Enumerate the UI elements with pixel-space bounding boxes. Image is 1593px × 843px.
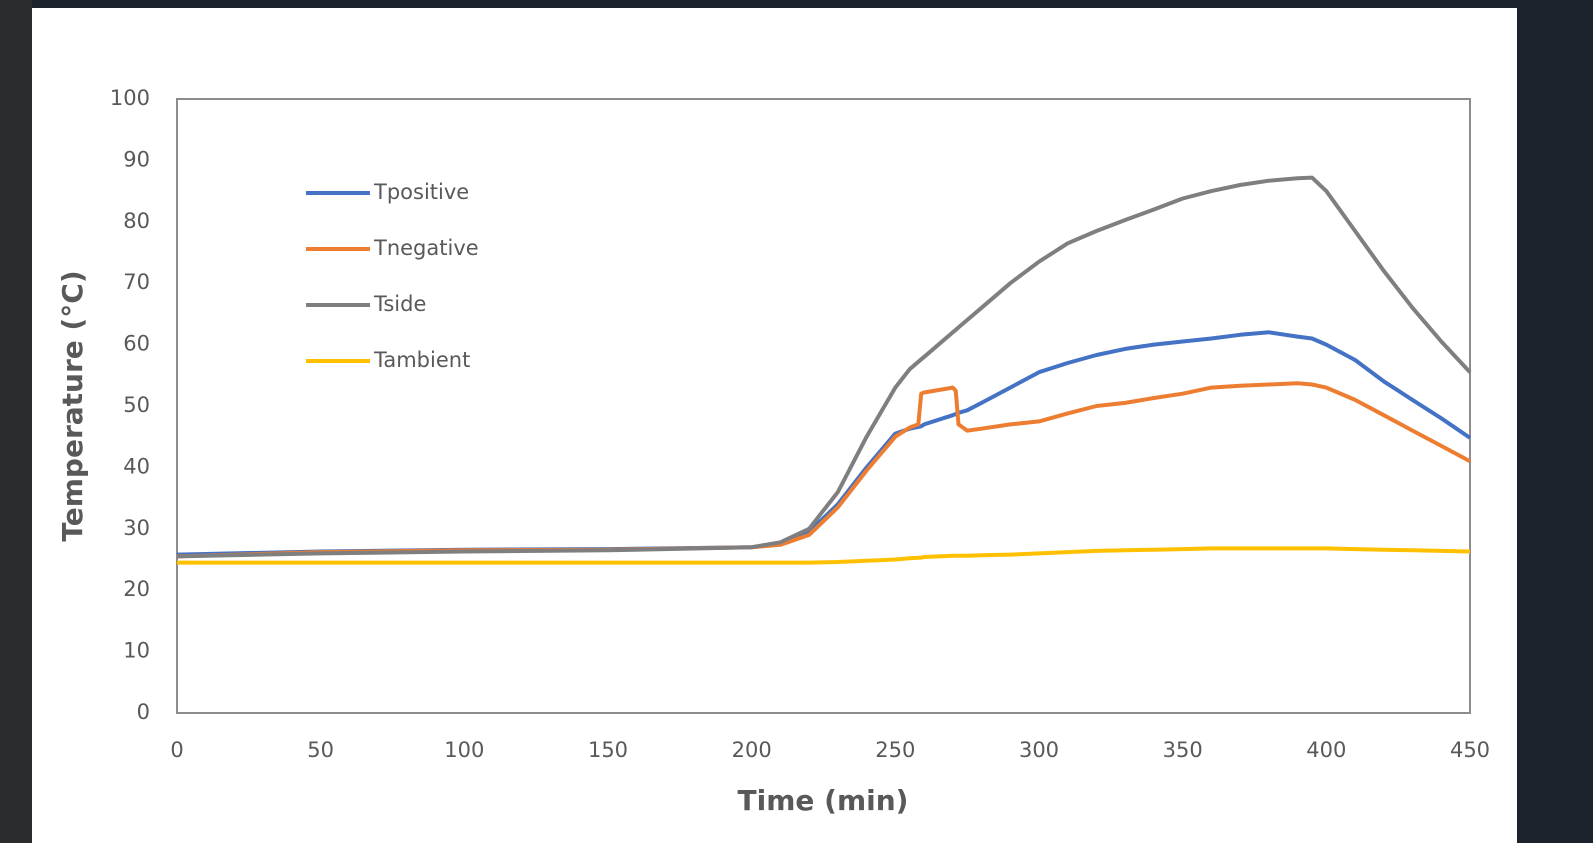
y-tick-label: 100 <box>110 86 150 110</box>
x-tick-label: 100 <box>444 738 484 762</box>
x-tick-label: 300 <box>1019 738 1059 762</box>
series-line <box>177 546 1471 565</box>
legend-label: Tside <box>373 292 426 316</box>
chart-panel <box>32 8 1517 843</box>
y-axis-title: Temperature (°C) <box>56 270 89 541</box>
y-tick-label: 80 <box>123 209 150 233</box>
x-tick-label: 0 <box>170 738 183 762</box>
x-axis-title: Time (min) <box>738 784 909 817</box>
legend-label: Tpositive <box>373 180 469 204</box>
y-tick-label: 30 <box>123 516 150 540</box>
plot-border <box>176 98 1471 714</box>
x-tick-label: 400 <box>1306 738 1346 762</box>
x-tick-label: 200 <box>732 738 772 762</box>
series-line <box>176 330 1472 557</box>
y-tick-label: 20 <box>123 577 150 601</box>
legend-label: Tambient <box>373 348 470 372</box>
y-tick-label: 0 <box>137 700 150 724</box>
y-tick-label: 90 <box>123 147 150 171</box>
y-tick-label: 70 <box>123 270 150 294</box>
legend-label: Tnegative <box>373 236 479 260</box>
series-line <box>176 175 1472 559</box>
x-tick-label: 350 <box>1163 738 1203 762</box>
x-tick-label: 50 <box>307 738 334 762</box>
y-tick-label: 10 <box>123 639 150 663</box>
x-tick-label: 450 <box>1450 738 1490 762</box>
x-tick-label: 150 <box>588 738 628 762</box>
series-line <box>176 381 1471 559</box>
x-tick-label: 250 <box>875 738 915 762</box>
y-tick-label: 40 <box>123 454 150 478</box>
y-tick-label: 50 <box>123 393 150 417</box>
photo-strip <box>0 0 32 843</box>
y-tick-label: 60 <box>123 332 150 356</box>
